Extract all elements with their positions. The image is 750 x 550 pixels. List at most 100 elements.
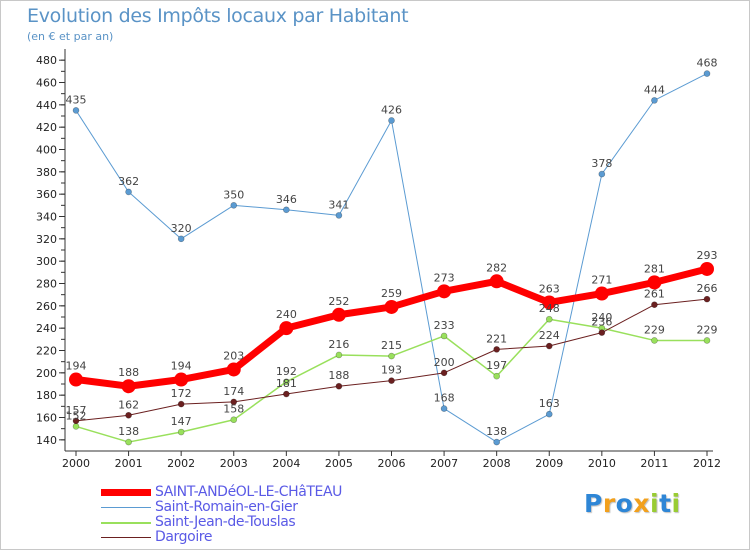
data-point <box>69 372 83 387</box>
data-label: 252 <box>328 295 349 308</box>
data-point <box>545 342 553 350</box>
data-point <box>72 417 80 425</box>
data-label: 236 <box>591 316 612 329</box>
data-point <box>177 428 185 436</box>
x-tick-label: 2012 <box>693 457 721 470</box>
data-label: 435 <box>66 93 87 106</box>
data-point <box>388 117 395 124</box>
y-tick-label: 480 <box>36 54 57 67</box>
x-tick-label: 2009 <box>535 457 563 470</box>
data-label: 162 <box>118 398 139 411</box>
data-point <box>388 352 395 360</box>
data-label: 261 <box>644 288 665 301</box>
x-tick-label: 2003 <box>220 457 248 470</box>
x-tick-label: 2007 <box>430 457 458 470</box>
data-label: 163 <box>539 397 560 410</box>
data-point <box>174 372 189 387</box>
data-label: 341 <box>328 198 349 211</box>
series-saint-jean-de-touslas <box>72 315 711 446</box>
data-point <box>121 379 136 394</box>
data-point <box>283 206 290 214</box>
data-label: 282 <box>486 261 507 274</box>
x-tick-label: 2011 <box>640 457 668 470</box>
data-point <box>545 315 553 323</box>
data-label: 147 <box>171 415 192 428</box>
data-label: 138 <box>118 425 139 438</box>
data-point <box>177 235 185 243</box>
data-label: 157 <box>66 404 87 417</box>
data-label: 188 <box>328 369 349 382</box>
data-point <box>440 369 448 377</box>
chart-title: Evolution des Impôts locaux par Habitant <box>27 5 409 27</box>
data-label: 263 <box>539 282 560 295</box>
data-point <box>700 261 714 276</box>
y-tick-label: 220 <box>36 345 57 358</box>
data-label: 468 <box>697 57 718 70</box>
series-layer <box>69 70 714 446</box>
data-label: 215 <box>381 339 402 352</box>
y-tick-label: 280 <box>36 278 57 291</box>
legend-swatch <box>101 522 151 524</box>
data-label: 281 <box>644 262 665 275</box>
data-label: 174 <box>223 385 244 398</box>
data-label: 240 <box>591 311 612 324</box>
data-label: 248 <box>539 302 560 315</box>
x-tick-label: 2004 <box>272 457 300 470</box>
y-tick-label: 380 <box>36 166 57 179</box>
data-point <box>279 321 294 336</box>
proxiti-logo: Proxiti <box>584 489 681 518</box>
data-point <box>493 372 500 380</box>
data-label: 271 <box>591 274 612 287</box>
y-tick-label: 400 <box>36 144 57 157</box>
y-tick-label: 300 <box>36 255 57 268</box>
data-point <box>545 410 553 418</box>
data-point <box>125 188 132 196</box>
data-label: 229 <box>644 323 665 336</box>
logo-letter: r <box>602 489 616 518</box>
y-tick-label: 260 <box>36 300 57 313</box>
x-tick-label: 2002 <box>167 457 195 470</box>
data-label: 320 <box>171 222 192 235</box>
y-tick-label: 320 <box>36 233 57 246</box>
data-point <box>72 423 80 430</box>
data-point <box>651 97 658 104</box>
data-point <box>703 70 711 77</box>
logo-letter: t <box>659 489 672 518</box>
data-label: 181 <box>276 377 297 390</box>
data-label: 293 <box>697 249 718 262</box>
y-tick-label: 340 <box>36 211 57 224</box>
y-tick-label: 360 <box>36 188 57 201</box>
data-label: 138 <box>486 425 507 438</box>
data-point <box>283 390 290 398</box>
legend-label: Saint-Jean-de-Touslas <box>155 514 296 530</box>
data-label: 378 <box>591 157 612 170</box>
data-label: 168 <box>434 392 455 405</box>
data-label: 203 <box>223 349 244 362</box>
data-label: 200 <box>434 356 455 369</box>
data-label: 158 <box>223 403 244 416</box>
x-tick-label: 2010 <box>588 457 616 470</box>
y-tick-label: 240 <box>36 322 57 335</box>
data-point <box>703 295 711 303</box>
data-point <box>384 299 399 314</box>
chart-subtitle: (en € et par an) <box>27 30 114 43</box>
data-label: 233 <box>434 319 455 332</box>
data-point <box>598 329 606 336</box>
data-label: 172 <box>171 387 192 400</box>
logo-letter: o <box>615 489 634 518</box>
y-tick-label: 460 <box>36 77 57 90</box>
data-label: 426 <box>381 103 402 116</box>
data-point <box>335 382 343 390</box>
data-label: 229 <box>697 323 718 336</box>
legend-swatch <box>101 507 151 508</box>
data-point <box>177 400 185 408</box>
data-label: 444 <box>644 83 665 96</box>
y-tick-label: 200 <box>36 367 57 380</box>
data-label: 346 <box>276 193 297 206</box>
logo-letter: P <box>584 489 603 518</box>
data-point <box>598 170 606 178</box>
axes: 140 160 180 200 220 240 260 280 300 320 340 360 380 4… <box>36 49 721 470</box>
data-label: 266 <box>697 282 718 295</box>
